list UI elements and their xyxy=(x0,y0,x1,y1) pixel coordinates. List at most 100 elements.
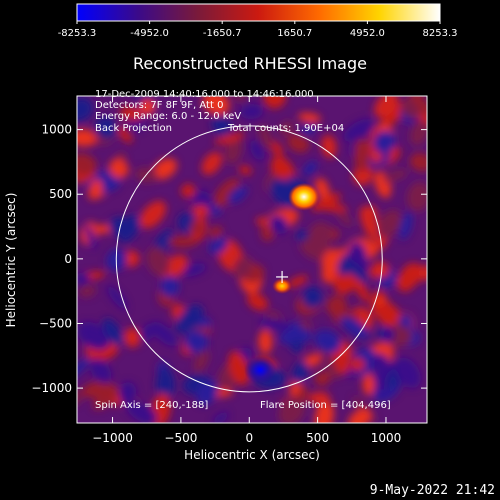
heatmap-speckle xyxy=(102,318,124,347)
chart-title: Reconstructed RHESSI Image xyxy=(133,54,367,73)
heatmap-speckle xyxy=(238,165,252,175)
energy-range-annotation: Energy Range: 6.0 - 12.0 keV xyxy=(95,111,241,122)
heatmap-speckle xyxy=(78,284,96,298)
time-range-annotation: 17-Dec-2009 14:40:16.000 to 14:46:16.000 xyxy=(95,89,314,100)
heatmap-speckle xyxy=(382,326,395,343)
x-axis-label: Heliocentric X (arcsec) xyxy=(184,448,320,462)
heatmap-speckle xyxy=(259,318,291,331)
heatmap-speckle xyxy=(126,401,158,423)
heatmap-speckle xyxy=(343,260,370,284)
heatmap-speckle xyxy=(228,351,250,386)
heatmap-speckle xyxy=(77,273,91,286)
heatmap-speckle xyxy=(321,249,342,276)
heatmap-speckle xyxy=(326,295,348,317)
heatmap-speckle xyxy=(382,169,408,182)
y-axis: 1000 500 0 −500 −1000 xyxy=(31,123,427,395)
y-tick-label: 1000 xyxy=(41,123,72,137)
heatmap-speckle xyxy=(374,96,399,118)
heatmap-speckle xyxy=(343,118,374,142)
heatmap-speckle xyxy=(77,321,110,350)
negative-source xyxy=(244,356,277,385)
flare-position-annotation: Flare Position = [404,496] xyxy=(260,400,391,411)
spin-axis-annotation: Spin Axis = [240,-188] xyxy=(95,400,208,411)
colorbar-tick-label: -4952.0 xyxy=(130,28,169,39)
heatmap-speckle xyxy=(240,103,264,120)
flare-marker xyxy=(276,270,289,283)
colorbar-tick-label: 4952.0 xyxy=(350,28,385,39)
heatmap-speckle xyxy=(359,206,379,239)
heatmap-speckle xyxy=(314,371,331,386)
heatmap-speckle xyxy=(269,214,289,235)
heatmap-speckle xyxy=(301,286,324,309)
colorbar-tick-label: 1650.7 xyxy=(277,28,312,39)
flare-source xyxy=(287,182,320,211)
heatmap-speckle xyxy=(376,209,402,238)
footer-timestamp: 9-May-2022 21:42 xyxy=(370,483,495,498)
heatmap-speckle xyxy=(77,153,97,176)
heatmap-speckle xyxy=(417,265,427,281)
heatmap-speckle xyxy=(141,323,155,342)
heatmap-speckle xyxy=(347,408,372,423)
heatmap-speckle xyxy=(190,221,205,236)
heatmap-speckle xyxy=(208,236,228,255)
x-tick-label: 1000 xyxy=(371,431,402,445)
heatmap-speckle xyxy=(394,357,421,389)
x-tick-label: −500 xyxy=(164,431,197,445)
heatmap-speckle xyxy=(116,125,133,143)
heatmap-speckle xyxy=(308,391,331,405)
heatmap-speckle xyxy=(209,226,223,239)
heatmap-speckle xyxy=(352,164,373,186)
heatmap-speckle xyxy=(296,229,308,242)
heatmap-speckle xyxy=(168,235,198,248)
solar-limb-circle xyxy=(115,125,383,393)
y-axis-label: Heliocentric Y (arcsec) xyxy=(4,193,18,328)
plot-frame xyxy=(76,95,428,424)
heatmap-speckle xyxy=(106,285,128,310)
heatmap-speckle xyxy=(224,136,242,165)
flare-source xyxy=(272,277,293,294)
y-tick-label: 500 xyxy=(49,187,72,201)
heatmap-speckle xyxy=(109,158,129,179)
heatmap-speckle xyxy=(146,246,170,276)
y-tick-label: 0 xyxy=(64,252,72,266)
heatmap-speckle xyxy=(152,158,177,180)
x-tick-label: −1000 xyxy=(92,431,133,445)
heatmap-speckle xyxy=(77,97,94,122)
heatmap-speckle xyxy=(150,321,178,347)
colorbar-tick-label: -8253.3 xyxy=(58,28,97,39)
x-tick-label: 500 xyxy=(306,431,329,445)
heatmap-speckle xyxy=(201,151,223,175)
heatmap-texture xyxy=(77,96,427,423)
heatmap-speckle xyxy=(181,183,196,198)
heatmap-speckle xyxy=(184,330,208,353)
heatmap-speckle xyxy=(88,179,103,200)
heatmap-speckle xyxy=(410,120,427,146)
heatmap-speckle xyxy=(372,261,390,278)
heatmap-speckle xyxy=(300,123,316,136)
heatmap-speckle xyxy=(398,211,413,240)
heatmap-speckle xyxy=(278,397,305,423)
heatmap-speckle xyxy=(373,130,396,154)
heatmap-speckle xyxy=(309,222,333,246)
heatmap-speckle xyxy=(160,275,180,298)
heatmap-speckle xyxy=(315,202,348,212)
heatmap-speckle xyxy=(124,327,141,348)
heatmap-speckle xyxy=(401,98,419,119)
heatmap-speckle xyxy=(258,124,273,150)
method-annotation: Back Projection xyxy=(95,123,172,134)
heatmap-speckle xyxy=(175,304,204,334)
heatmap-area xyxy=(77,96,427,423)
heatmap-speckle xyxy=(263,96,286,109)
heatmap-speckle xyxy=(92,388,119,410)
x-tick-label: 0 xyxy=(245,431,253,445)
heatmap-speckle xyxy=(156,367,176,401)
heatmap-sources xyxy=(244,182,320,385)
heatmap-speckle xyxy=(123,250,140,267)
heatmap-speckle xyxy=(90,358,112,384)
heatmap-speckle xyxy=(211,115,232,137)
y-tick-label: −500 xyxy=(39,316,72,330)
heatmap-speckle xyxy=(214,132,245,145)
heatmap-speckle xyxy=(95,116,118,139)
